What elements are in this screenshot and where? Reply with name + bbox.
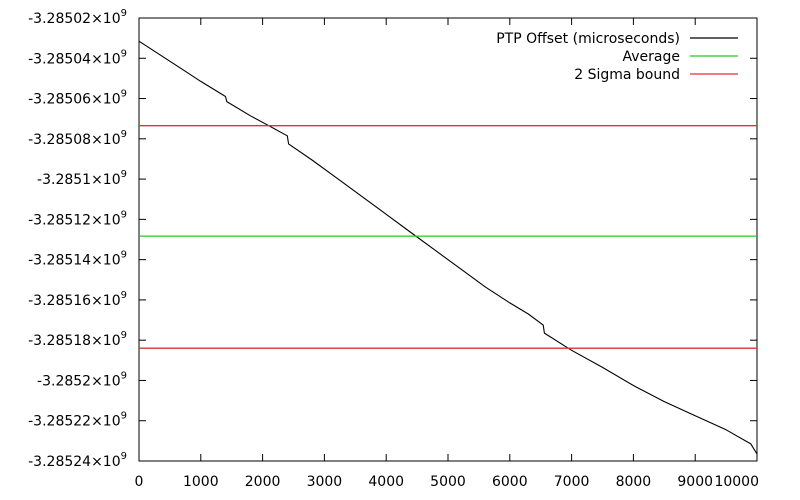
y-tick-label: -3.28502×109 <box>28 8 127 27</box>
y-tick-mantissa: -3.28506×10 <box>28 92 121 108</box>
y-tick-exponent: 9 <box>121 129 127 140</box>
x-tick-label: 8000 <box>616 474 652 490</box>
legend: PTP Offset (microseconds) Average 2 Sigma … <box>496 31 738 83</box>
x-tick-label: 5000 <box>430 474 466 490</box>
y-tick-exponent: 9 <box>121 209 127 220</box>
legend-label: Average <box>623 49 681 65</box>
y-tick-label: -3.2852×109 <box>37 370 127 389</box>
series-layer <box>138 40 758 455</box>
y-tick-exponent: 9 <box>121 48 127 59</box>
y-tick-label: -3.28514×109 <box>28 250 127 269</box>
y-tick-label: -3.28516×109 <box>28 290 127 309</box>
y-tick-exponent: 9 <box>121 169 127 180</box>
y-tick-label: -3.28522×109 <box>28 411 127 430</box>
y-tick-label: -3.28504×109 <box>28 48 127 67</box>
y-tick-mantissa: -3.28516×10 <box>28 293 121 309</box>
y-tick-exponent: 9 <box>121 330 127 341</box>
x-tick-label: 1000 <box>183 474 219 490</box>
x-tick-label: 6000 <box>492 474 528 490</box>
x-tick-label: 2000 <box>245 474 281 490</box>
y-tick-exponent: 9 <box>121 411 127 422</box>
y-tick-label: -3.28524×109 <box>28 451 127 470</box>
y-tick-exponent: 9 <box>121 290 127 301</box>
y-tick-label: -3.28512×109 <box>28 209 127 228</box>
y-tick-mantissa: -3.28512×10 <box>28 212 121 228</box>
y-tick-mantissa: -3.28524×10 <box>28 454 121 470</box>
y-tick-exponent: 9 <box>121 451 127 462</box>
legend-label: PTP Offset (microseconds) <box>496 31 680 47</box>
y-tick-exponent: 9 <box>121 370 127 381</box>
y-tick-label: -3.28518×109 <box>28 330 127 349</box>
y-tick-mantissa: -3.28514×10 <box>28 253 121 269</box>
y-tick-mantissa: -3.28522×10 <box>28 414 121 430</box>
axis-ticks <box>138 17 758 462</box>
series-line-0 <box>138 40 758 455</box>
x-tick-label: 0 <box>135 474 144 490</box>
y-tick-exponent: 9 <box>121 250 127 261</box>
y-tick-label: -3.28508×109 <box>28 129 127 148</box>
x-tick-label: 9000 <box>677 474 713 490</box>
y-tick-mantissa: -3.28502×10 <box>28 11 121 27</box>
y-tick-mantissa: -3.28518×10 <box>28 333 121 349</box>
y-tick-exponent: 9 <box>121 8 127 19</box>
y-tick-mantissa: -3.2851×10 <box>37 172 121 188</box>
x-tick-label: 10000 <box>714 474 759 490</box>
x-tick-label: 7000 <box>554 474 590 490</box>
x-tick-label: 4000 <box>368 474 404 490</box>
y-tick-mantissa: -3.28504×10 <box>28 51 121 67</box>
y-tick-mantissa: -3.28508×10 <box>28 132 121 148</box>
y-tick-exponent: 9 <box>121 89 127 100</box>
x-tick-labels: 0 1000 2000 3000 4000 5000 6000 7000 8000 9000 100… <box>135 474 759 490</box>
y-tick-labels: -3.28502×109-3.28504×109-3.28506×109-3.2… <box>28 8 127 470</box>
y-tick-label: -3.2851×109 <box>37 169 127 188</box>
y-tick-label: -3.28506×109 <box>28 89 127 108</box>
y-tick-mantissa: -3.2852×10 <box>37 373 121 389</box>
x-tick-label: 3000 <box>307 474 343 490</box>
legend-label: 2 Sigma bound <box>574 67 680 83</box>
plot-frame <box>138 17 758 462</box>
